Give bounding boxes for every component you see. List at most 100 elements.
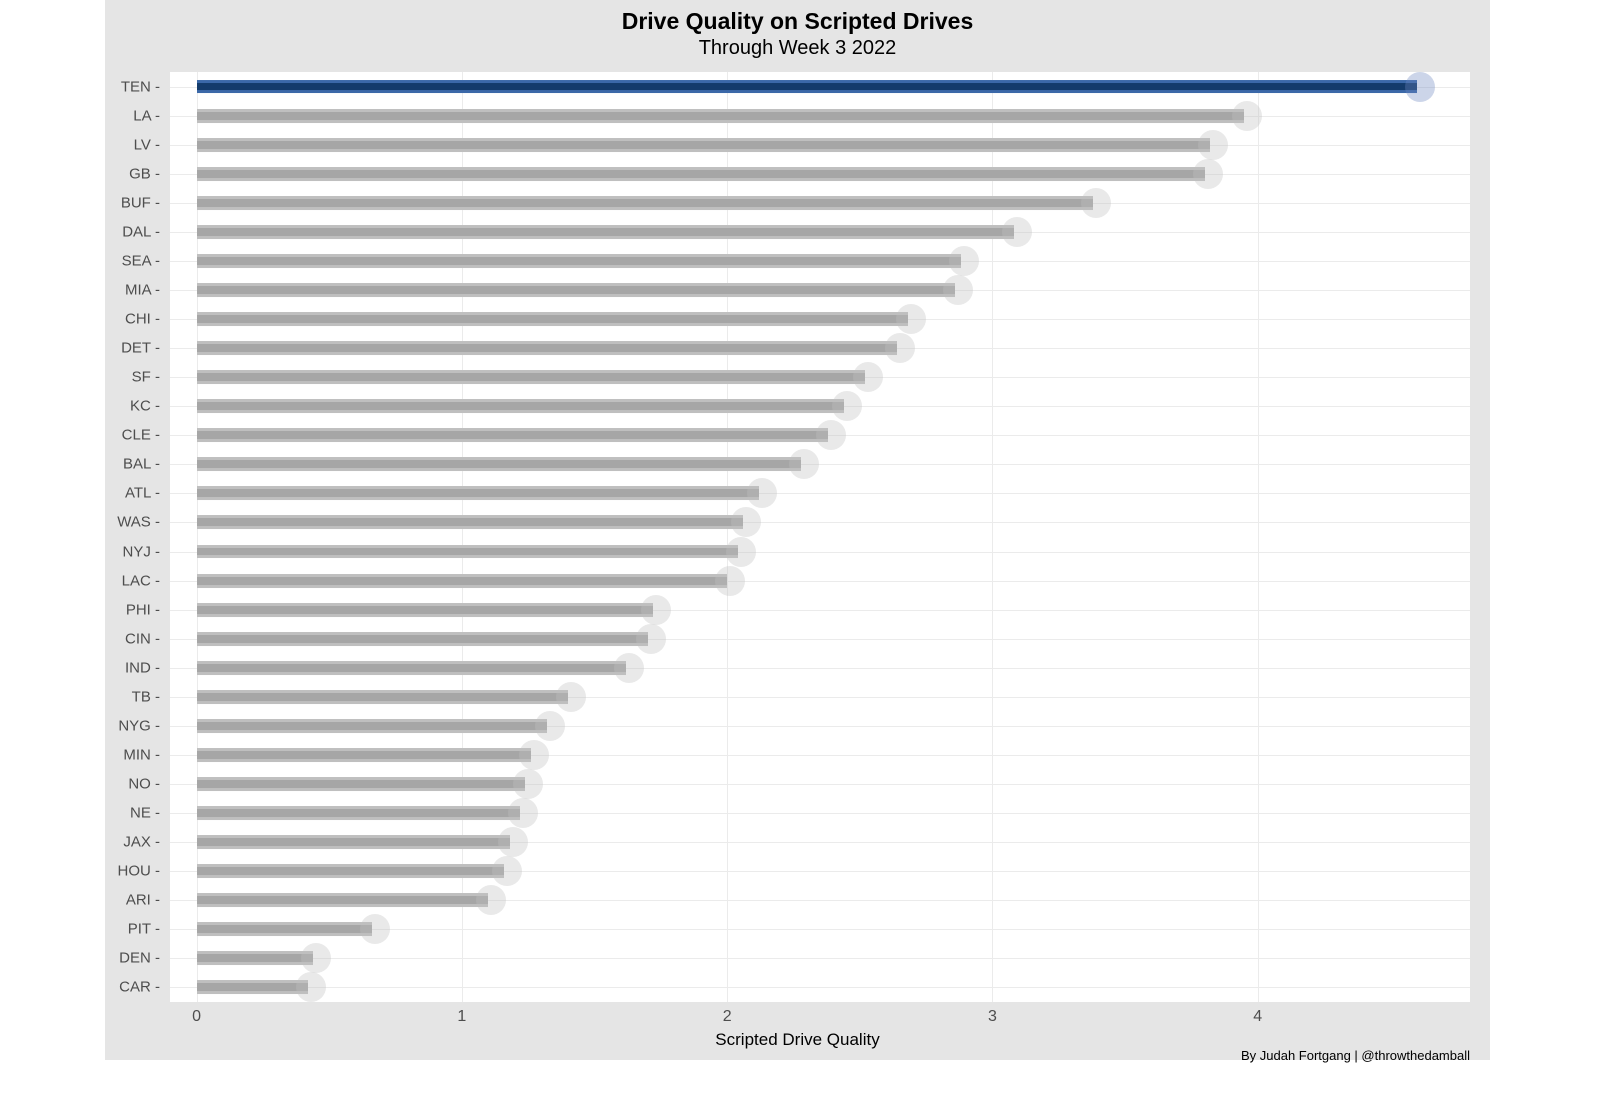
bar-min xyxy=(197,748,531,762)
bar-inner-stripe xyxy=(197,170,1205,178)
x-tick-label: 3 xyxy=(988,1008,997,1026)
y-tick-label: DET xyxy=(121,340,160,357)
y-tick-label: LA xyxy=(133,107,160,124)
y-tick-label: MIN xyxy=(123,746,160,763)
bar-car xyxy=(197,981,308,995)
bar-inner-stripe xyxy=(197,606,653,614)
team-logo-icon xyxy=(519,740,549,770)
chart-subtitle: Through Week 3 2022 xyxy=(105,37,1490,60)
bar-lac xyxy=(197,574,728,588)
team-logo-icon xyxy=(789,449,819,479)
y-tick-label: TB xyxy=(132,688,160,705)
chart-frame: Drive Quality on Scripted Drives Through… xyxy=(105,0,1490,1060)
bar-inner-stripe xyxy=(197,722,547,730)
bar-den xyxy=(197,951,314,965)
y-tick-label: BAL xyxy=(123,456,160,473)
title-block: Drive Quality on Scripted Drives Through… xyxy=(105,8,1490,60)
y-tick-label: PHI xyxy=(126,601,160,618)
bar-ten xyxy=(197,80,1417,94)
team-logo-icon xyxy=(476,885,506,915)
y-tick-label: CHI xyxy=(125,311,160,328)
gridline-horizontal xyxy=(170,958,1470,959)
team-logo-icon xyxy=(747,478,777,508)
gridline-vertical xyxy=(1258,72,1259,1002)
y-tick-label: ATL xyxy=(125,485,160,502)
team-logo-icon xyxy=(715,566,745,596)
bar-inner-stripe xyxy=(197,693,568,701)
team-logo-icon xyxy=(816,420,846,450)
bar-hou xyxy=(197,864,505,878)
team-logo-icon xyxy=(1081,188,1111,218)
team-logo-icon xyxy=(731,507,761,537)
team-logo-icon xyxy=(726,537,756,567)
gridline-vertical xyxy=(197,72,198,1002)
bar-inner-stripe xyxy=(197,954,314,962)
bar-inner-stripe xyxy=(197,460,802,468)
bar-tb xyxy=(197,690,568,704)
y-tick-label: PIT xyxy=(128,921,160,938)
team-logo-icon xyxy=(614,653,644,683)
team-logo-icon xyxy=(556,682,586,712)
bar-inner-stripe xyxy=(197,489,759,497)
bar-buf xyxy=(197,196,1094,210)
y-tick-label: DEN xyxy=(119,950,160,967)
y-tick-label: WAS xyxy=(117,514,160,531)
team-logo-icon xyxy=(885,333,915,363)
bar-det xyxy=(197,341,897,355)
bar-inner-stripe xyxy=(197,519,744,527)
team-logo-icon xyxy=(513,769,543,799)
bar-sf xyxy=(197,370,866,384)
x-tick-label: 2 xyxy=(723,1008,732,1026)
bar-inner-stripe xyxy=(197,83,1417,91)
bar-ind xyxy=(197,661,627,675)
y-tick-label: SEA xyxy=(122,252,160,269)
team-logo-icon xyxy=(1232,101,1262,131)
team-logo-icon xyxy=(853,362,883,392)
bar-inner-stripe xyxy=(197,199,1094,207)
bar-nyg xyxy=(197,719,547,733)
team-logo-icon xyxy=(1405,72,1435,102)
bar-inner-stripe xyxy=(197,780,526,788)
team-logo-icon xyxy=(949,246,979,276)
bar-sea xyxy=(197,254,961,268)
gridline-vertical xyxy=(462,72,463,1002)
bar-lv xyxy=(197,138,1210,152)
plot-panel: 01234 xyxy=(170,72,1470,1002)
bar-inner-stripe xyxy=(197,984,308,992)
x-axis-title: Scripted Drive Quality xyxy=(715,1030,879,1050)
team-logo-icon xyxy=(896,304,926,334)
bar-kc xyxy=(197,399,844,413)
y-tick-label: NO xyxy=(128,776,160,793)
bar-inner-stripe xyxy=(197,257,961,265)
x-tick-label: 0 xyxy=(192,1008,201,1026)
credit-text: By Judah Fortgang | @throwthedamball xyxy=(1241,1048,1470,1063)
bar-inner-stripe xyxy=(197,286,956,294)
bar-nyj xyxy=(197,545,738,559)
y-tick-label: LV xyxy=(134,136,160,153)
bar-inner-stripe xyxy=(197,896,489,904)
bar-mia xyxy=(197,283,956,297)
bar-dal xyxy=(197,225,1014,239)
y-tick-label: CIN xyxy=(125,630,160,647)
bar-gb xyxy=(197,167,1205,181)
team-logo-icon xyxy=(492,856,522,886)
bar-inner-stripe xyxy=(197,112,1245,120)
gridline-horizontal xyxy=(170,987,1470,988)
y-tick-label: TEN xyxy=(121,78,160,95)
bar-inner-stripe xyxy=(197,141,1210,149)
y-tick-label: LAC xyxy=(122,572,160,589)
y-tick-label: CAR xyxy=(119,979,160,996)
bar-inner-stripe xyxy=(197,402,844,410)
bar-phi xyxy=(197,603,653,617)
bar-pit xyxy=(197,922,372,936)
bar-inner-stripe xyxy=(197,315,908,323)
team-logo-icon xyxy=(636,624,666,654)
chart-container: Drive Quality on Scripted Drives Through… xyxy=(0,0,1600,1111)
bar-atl xyxy=(197,486,759,500)
team-logo-icon xyxy=(535,711,565,741)
team-logo-icon xyxy=(301,943,331,973)
bar-bal xyxy=(197,457,802,471)
y-tick-label: JAX xyxy=(123,834,160,851)
team-logo-icon xyxy=(296,972,326,1002)
bar-inner-stripe xyxy=(197,431,828,439)
